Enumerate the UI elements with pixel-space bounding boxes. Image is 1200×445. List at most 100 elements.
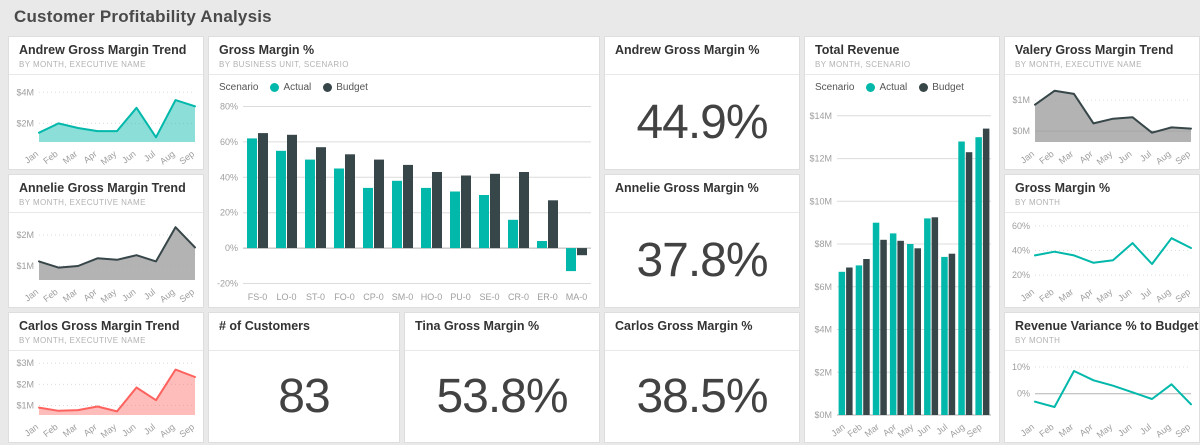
svg-text:$12M: $12M <box>809 154 832 164</box>
svg-text:Jun: Jun <box>915 422 933 439</box>
tile-title: Total Revenue <box>815 43 900 57</box>
svg-text:ER-0: ER-0 <box>537 292 558 302</box>
legend-item-actual[interactable]: Actual <box>866 82 907 93</box>
svg-text:Jan: Jan <box>23 149 41 166</box>
tile-header: Andrew Gross Margin Trend BY MONTH, EXEC… <box>9 37 203 75</box>
svg-text:SM-0: SM-0 <box>392 292 414 302</box>
annelie-trend-area-chart: $1M $2M Jan Feb Mar Apr May Jun Jul Aug Sep <box>9 213 203 307</box>
actual-dot-icon <box>270 82 280 92</box>
tile-title: Annelie Gross Margin Trend <box>19 181 186 195</box>
tile-title: # of Customers <box>219 319 310 333</box>
tile-subtitle: BY MONTH, SCENARIO <box>815 59 911 69</box>
svg-text:Apr: Apr <box>82 287 99 304</box>
tile-title: Annelie Gross Margin % <box>615 181 759 195</box>
svg-text:Jun: Jun <box>120 287 138 304</box>
svg-text:Sep: Sep <box>1173 422 1192 440</box>
svg-text:Feb: Feb <box>1037 422 1055 439</box>
tile-title: Andrew Gross Margin % <box>615 43 760 57</box>
svg-text:Jan: Jan <box>23 287 41 304</box>
svg-text:May: May <box>1095 148 1115 167</box>
svg-text:$1M: $1M <box>1012 95 1030 105</box>
svg-text:Mar: Mar <box>863 422 881 439</box>
svg-text:Sep: Sep <box>1173 287 1192 305</box>
tile-header: Carlos Gross Margin Trend BY MONTH, EXEC… <box>9 313 203 351</box>
tile-valery-gross-margin-trend[interactable]: Valery Gross Margin Trend BY MONTH, EXEC… <box>1004 36 1200 170</box>
svg-text:$14M: $14M <box>809 111 832 121</box>
svg-text:May: May <box>99 148 119 167</box>
svg-text:$3M: $3M <box>16 358 34 368</box>
svg-text:May: May <box>99 286 119 305</box>
kpi-body: 37.8% <box>605 213 799 307</box>
andrew-kpi-value: 44.9% <box>636 95 768 149</box>
page-title: Customer Profitability Analysis <box>14 7 272 26</box>
svg-text:$8M: $8M <box>814 239 832 249</box>
svg-text:$1M: $1M <box>16 401 34 411</box>
kpi-body: 44.9% <box>605 75 799 169</box>
svg-text:$2M: $2M <box>16 379 34 389</box>
tile-title: Tina Gross Margin % <box>415 319 540 333</box>
budget-dot-icon <box>323 82 333 92</box>
legend-item-budget[interactable]: Budget <box>323 82 368 93</box>
svg-text:Feb: Feb <box>1037 149 1055 166</box>
svg-text:Feb: Feb <box>846 422 864 439</box>
legend-item-actual[interactable]: Actual <box>270 82 311 93</box>
tile-title: Carlos Gross Margin % <box>615 319 753 333</box>
tile-carlos-gross-margin[interactable]: Carlos Gross Margin % 38.5% <box>604 312 800 443</box>
svg-text:CR-0: CR-0 <box>508 292 529 302</box>
svg-text:PU-0: PU-0 <box>450 292 471 302</box>
svg-text:$4M: $4M <box>814 325 832 335</box>
legend-actual-label: Actual <box>283 81 312 93</box>
tile-andrew-gross-margin[interactable]: Andrew Gross Margin % 44.9% <box>604 36 800 170</box>
svg-text:-20%: -20% <box>217 279 238 289</box>
tile-number-of-customers[interactable]: # of Customers 83 <box>208 312 400 443</box>
tile-header: Revenue Variance % to Budget BY MONTH <box>1005 313 1199 351</box>
tile-title: Carlos Gross Margin Trend <box>19 319 180 333</box>
svg-text:Aug: Aug <box>948 422 967 440</box>
tile-subtitle: BY MONTH, EXECUTIVE NAME <box>19 59 146 69</box>
gross-margin-bar-chart: -20% 0% 20% 40% 60% 80% FS-0 LO-0 ST-0 FO-0 CP-0 SM… <box>209 95 599 307</box>
svg-text:Jul: Jul <box>934 422 949 437</box>
svg-text:Jan: Jan <box>1019 422 1037 439</box>
tile-total-revenue[interactable]: Total Revenue BY MONTH, SCENARIO Scenari… <box>804 36 1000 443</box>
tile-gross-margin-by-business-unit[interactable]: Gross Margin % BY BUSINESS UNIT, SCENARI… <box>208 36 600 308</box>
svg-text:Apr: Apr <box>82 149 99 166</box>
svg-text:$2M: $2M <box>16 230 34 240</box>
svg-text:$0M: $0M <box>1012 126 1030 136</box>
tile-header: Annelie Gross Margin % <box>605 175 799 213</box>
svg-text:Aug: Aug <box>1154 287 1173 305</box>
tile-header: Carlos Gross Margin % <box>605 313 799 351</box>
tile-annelie-gross-margin-trend[interactable]: Annelie Gross Margin Trend BY MONTH, EXE… <box>8 174 204 308</box>
tile-annelie-gross-margin[interactable]: Annelie Gross Margin % 37.8% <box>604 174 800 308</box>
tile-subtitle: BY MONTH, EXECUTIVE NAME <box>19 335 146 345</box>
legend-item-budget[interactable]: Budget <box>919 82 964 93</box>
svg-text:Mar: Mar <box>1057 422 1075 439</box>
svg-text:FO-0: FO-0 <box>334 292 355 302</box>
svg-text:May: May <box>99 421 119 440</box>
tile-subtitle: BY BUSINESS UNIT, SCENARIO <box>219 59 349 69</box>
tile-subtitle: BY MONTH <box>1015 335 1061 345</box>
scenario-legend: Scenario Actual Budget <box>805 75 999 95</box>
svg-text:40%: 40% <box>1012 246 1030 256</box>
tile-carlos-gross-margin-trend[interactable]: Carlos Gross Margin Trend BY MONTH, EXEC… <box>8 312 204 443</box>
tile-subtitle: BY MONTH, EXECUTIVE NAME <box>1015 59 1142 69</box>
legend-label: Scenario <box>815 81 855 93</box>
tile-title: Gross Margin % <box>1015 181 1111 195</box>
svg-text:$4M: $4M <box>16 87 34 97</box>
carlos-trend-area-chart: $1M $2M $3M Jan Feb Mar Apr May Jun Jul Aug Sep <box>9 351 203 442</box>
svg-text:Aug: Aug <box>1154 422 1173 440</box>
svg-text:$2M: $2M <box>814 367 832 377</box>
svg-text:Jan: Jan <box>1019 149 1037 166</box>
svg-text:Jun: Jun <box>1116 422 1134 439</box>
tile-tina-gross-margin[interactable]: Tina Gross Margin % 53.8% <box>404 312 600 443</box>
svg-text:$1M: $1M <box>16 261 34 271</box>
svg-text:Jul: Jul <box>1138 422 1153 437</box>
tile-andrew-gross-margin-trend[interactable]: Andrew Gross Margin Trend BY MONTH, EXEC… <box>8 36 204 170</box>
svg-text:80%: 80% <box>220 102 238 112</box>
tile-gross-margin-by-month[interactable]: Gross Margin % BY MONTH 20% 40% 60% Jan Feb M… <box>1004 174 1200 308</box>
svg-text:Jun: Jun <box>120 149 138 166</box>
svg-text:LO-0: LO-0 <box>276 292 296 302</box>
tile-title: Valery Gross Margin Trend <box>1015 43 1174 57</box>
tile-revenue-variance[interactable]: Revenue Variance % to Budget BY MONTH 0%… <box>1004 312 1200 443</box>
svg-text:Sep: Sep <box>1173 149 1192 167</box>
svg-text:40%: 40% <box>220 172 238 182</box>
